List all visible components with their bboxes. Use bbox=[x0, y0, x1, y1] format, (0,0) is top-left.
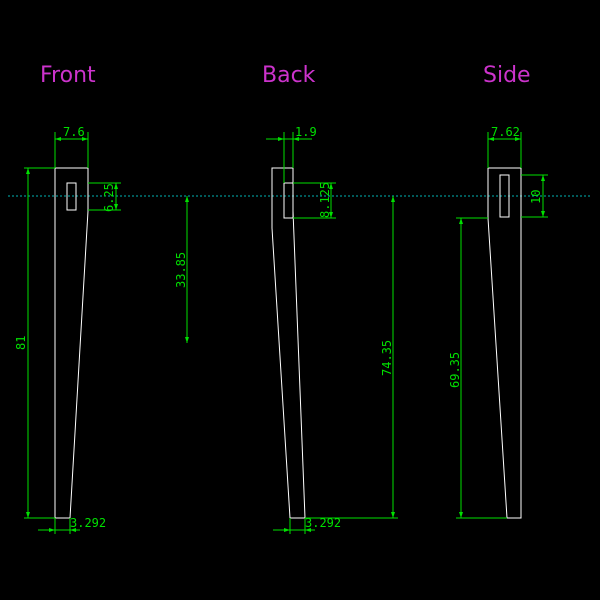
back-slot bbox=[283, 182, 294, 219]
front-bottom-width-label: 3.292 bbox=[70, 516, 106, 530]
side-top-width-dimension: 7.62 bbox=[487, 125, 522, 168]
front-height-dimension: 81 bbox=[14, 167, 55, 519]
back-view: Back 1.9 8.125 74.35 bbox=[262, 63, 398, 534]
front-mark-dimension: 33.85 bbox=[174, 196, 189, 343]
front-top-width-label: 7.6 bbox=[63, 125, 85, 139]
front-mark-label: 33.85 bbox=[174, 252, 188, 288]
front-view-title: Front bbox=[40, 63, 96, 88]
side-view-title: Side bbox=[483, 63, 531, 88]
side-top-width-label: 7.62 bbox=[491, 125, 520, 139]
side-view: Side 7.62 10 69.35 bbox=[448, 63, 548, 519]
side-slot bbox=[499, 174, 510, 218]
side-slot-height-dimension: 10 bbox=[521, 174, 548, 218]
side-height-dimension: 69.35 bbox=[448, 217, 507, 519]
back-height-dimension: 74.35 bbox=[305, 196, 398, 519]
front-top-width-dimension: 7.6 bbox=[54, 125, 89, 168]
back-slot-width-dimension: 1.9 bbox=[266, 125, 317, 183]
front-height-label: 81 bbox=[14, 336, 28, 350]
front-slot-height-dimension: 6.25 bbox=[88, 182, 121, 212]
back-bottom-width-label: 3.292 bbox=[305, 516, 341, 530]
front-leg-outline bbox=[54, 167, 89, 519]
back-slot-width-label: 1.9 bbox=[295, 125, 317, 139]
side-slot-height-label: 10 bbox=[529, 190, 543, 204]
front-slot-height-label: 6.25 bbox=[102, 183, 116, 212]
back-bottom-width-dimension: 3.292 bbox=[273, 516, 341, 534]
front-view: Front 7.6 6.25 81 bbox=[14, 63, 189, 534]
front-slot bbox=[66, 182, 77, 211]
side-leg-outline bbox=[487, 167, 522, 519]
back-slot-height-label: 8.125 bbox=[318, 182, 332, 218]
back-slot-height-dimension: 8.125 bbox=[293, 182, 336, 219]
back-height-label: 74.35 bbox=[380, 340, 394, 376]
front-bottom-width-dimension: 3.292 bbox=[38, 516, 106, 534]
side-height-label: 69.35 bbox=[448, 352, 462, 388]
back-view-title: Back bbox=[262, 63, 316, 88]
